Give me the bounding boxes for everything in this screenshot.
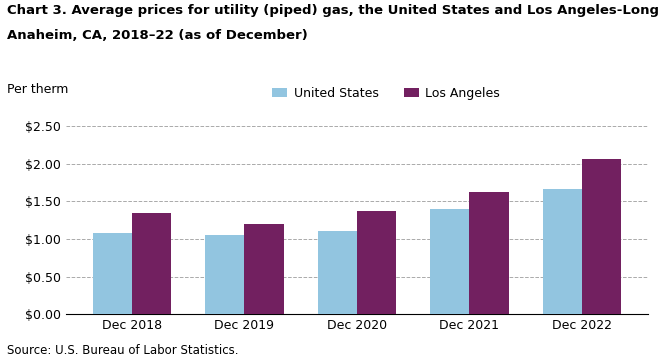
Bar xyxy=(582,160,621,314)
Bar xyxy=(132,213,171,314)
Bar xyxy=(317,231,357,314)
Bar xyxy=(469,192,509,314)
Text: Per therm: Per therm xyxy=(7,83,68,96)
Bar xyxy=(245,224,284,314)
Bar xyxy=(543,189,582,314)
Bar xyxy=(430,209,469,314)
Text: Chart 3. Average prices for utility (piped) gas, the United States and Los Angel: Chart 3. Average prices for utility (pip… xyxy=(7,4,661,17)
Bar xyxy=(205,235,245,314)
Bar xyxy=(93,233,132,314)
Legend: United States, Los Angeles: United States, Los Angeles xyxy=(268,82,504,105)
Text: Anaheim, CA, 2018–22 (as of December): Anaheim, CA, 2018–22 (as of December) xyxy=(7,29,307,42)
Text: Source: U.S. Bureau of Labor Statistics.: Source: U.S. Bureau of Labor Statistics. xyxy=(7,344,238,357)
Bar xyxy=(357,211,397,314)
